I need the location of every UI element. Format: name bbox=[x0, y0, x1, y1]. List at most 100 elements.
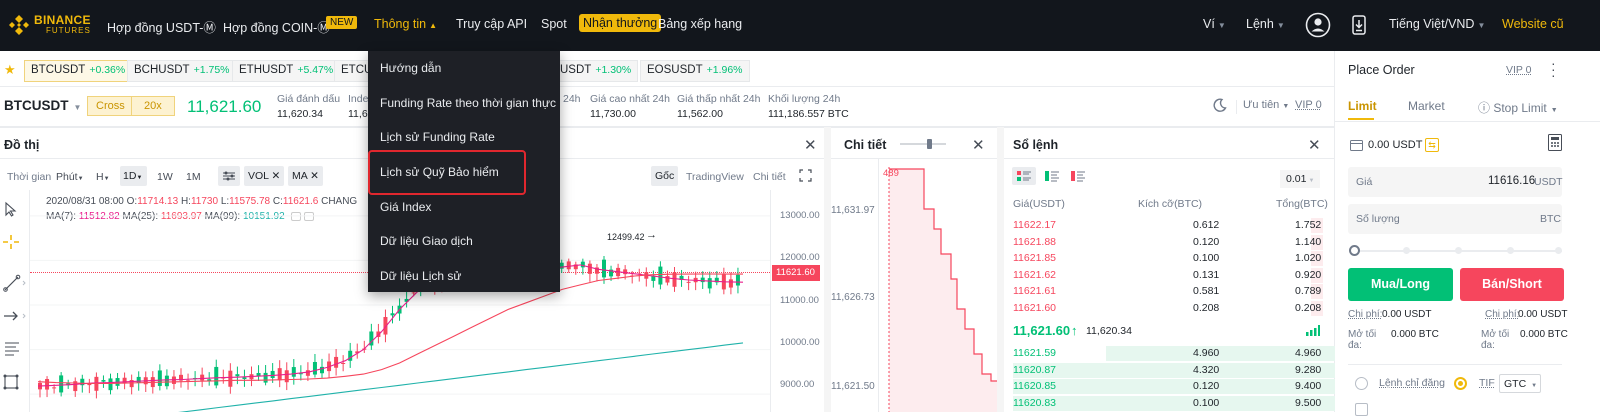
menu-item-insurance-fund-history[interactable]: Lịch sử Quỹ Bảo hiểm bbox=[380, 165, 499, 179]
slider-step-dot[interactable] bbox=[1455, 247, 1462, 254]
eye-icon[interactable] bbox=[291, 211, 302, 221]
ask-row[interactable]: 11621.85 0.100 1.020 bbox=[1013, 251, 1323, 267]
orderbook-view-asks-button[interactable] bbox=[1066, 167, 1090, 185]
close-icon[interactable]: ✕ bbox=[1308, 137, 1321, 154]
ticker-ethusdt[interactable]: ETHUSDT +5.47% bbox=[232, 60, 341, 82]
nav-api-access[interactable]: Truy cập API bbox=[456, 17, 528, 31]
vip-level-link[interactable]: VIP 0 bbox=[1506, 64, 1532, 76]
price-input[interactable]: Giá 11616.16 USDT bbox=[1348, 167, 1563, 197]
tab-limit[interactable]: Limit bbox=[1348, 99, 1377, 113]
ask-row[interactable]: 11621.62 0.131 0.920 bbox=[1013, 267, 1323, 284]
orderbook-view-both-button[interactable] bbox=[1012, 167, 1036, 185]
candle bbox=[207, 372, 212, 386]
fib-levels-tool-icon[interactable] bbox=[3, 340, 21, 358]
margin-mode-button[interactable]: Cross bbox=[87, 96, 134, 116]
interval-1d-button[interactable]: 1D▼ bbox=[120, 166, 147, 186]
bid-row[interactable]: 11621.59 4.960 4.960 bbox=[1013, 346, 1335, 362]
post-only-radio[interactable] bbox=[1355, 377, 1368, 390]
ask-row[interactable]: 11621.88 0.120 1.140 bbox=[1013, 234, 1323, 251]
vip-level-link[interactable]: VIP 0 bbox=[1295, 99, 1322, 111]
nav-leaderboard[interactable]: Bảng xếp hạng bbox=[658, 17, 743, 31]
close-icon[interactable]: ✕ bbox=[310, 170, 319, 182]
interval-1m-button[interactable]: 1M bbox=[186, 171, 201, 183]
ask-row[interactable]: 11622.17 0.612 1.752 bbox=[1013, 218, 1323, 234]
ticker-partial-usdt[interactable]: USDT +1.30% bbox=[558, 60, 639, 82]
candle-body bbox=[52, 387, 57, 389]
view-tradingview-button[interactable]: TradingView bbox=[686, 171, 744, 183]
interval-hour-selector[interactable]: H▼ bbox=[96, 171, 110, 183]
candle bbox=[658, 261, 663, 290]
nav-wallet[interactable]: Ví ▼ bbox=[1203, 17, 1226, 31]
symbol-selector[interactable]: BTCUSDT ▼ bbox=[4, 98, 81, 113]
menu-item-index-price[interactable]: Giá Index bbox=[380, 200, 432, 214]
ticker-bchusdt[interactable]: BCHUSDT +1.75% bbox=[127, 60, 237, 82]
nav-old-website[interactable]: Website cũ bbox=[1502, 17, 1564, 31]
download-app-icon[interactable] bbox=[1352, 15, 1366, 35]
calculator-icon[interactable] bbox=[1548, 134, 1562, 151]
fullscreen-icon[interactable] bbox=[799, 169, 812, 182]
reduce-only-checkbox[interactable] bbox=[1355, 403, 1368, 416]
buy-long-button[interactable]: Mua/Long bbox=[1348, 268, 1453, 301]
tab-market[interactable]: Market bbox=[1408, 99, 1445, 113]
close-icon[interactable]: ✕ bbox=[804, 137, 817, 154]
bid-row[interactable]: 11620.87 4.320 9.280 bbox=[1013, 362, 1335, 379]
menu-item-realtime-funding-rate[interactable]: Funding Rate theo thời gian thực bbox=[380, 96, 557, 110]
nav-rewards-button[interactable]: Nhận thưởng bbox=[579, 14, 662, 32]
nav-orders[interactable]: Lệnh ▼ bbox=[1246, 17, 1285, 31]
slider-step-dot[interactable] bbox=[1555, 247, 1562, 254]
precision-selector[interactable]: 0.01 ▼ bbox=[1280, 170, 1320, 188]
view-depth-button[interactable]: Chi tiết bbox=[753, 171, 786, 183]
menu-item-funding-rate-history[interactable]: Lịch sử Funding Rate bbox=[380, 130, 495, 144]
leverage-button[interactable]: 20x bbox=[131, 96, 175, 116]
transfer-icon[interactable]: ⇆ bbox=[1425, 138, 1439, 152]
trend-line-tool-icon[interactable] bbox=[3, 274, 27, 292]
vol-indicator-chip[interactable]: VOL ✕ bbox=[244, 166, 285, 186]
slider-step-dot[interactable] bbox=[1507, 247, 1514, 254]
dark-mode-moon-icon[interactable] bbox=[1212, 98, 1227, 113]
priority-selector[interactable]: Ưu tiên ▼ bbox=[1243, 99, 1289, 111]
user-account-icon[interactable] bbox=[1305, 12, 1331, 38]
sell-short-button[interactable]: Bán/Short bbox=[1460, 268, 1564, 301]
more-options-icon[interactable]: · · · bbox=[1551, 55, 1556, 83]
quantity-input[interactable]: Số lượng BTC bbox=[1348, 204, 1562, 234]
ticker-eosusdt[interactable]: EOSUSDT +1.96% bbox=[640, 60, 750, 82]
menu-item-trading-data[interactable]: Dữ liệu Giao dịch bbox=[380, 234, 473, 248]
ray-arrow-tool-icon[interactable] bbox=[3, 308, 27, 324]
binance-futures-logo[interactable]: BINANCE FUTURES bbox=[8, 13, 90, 37]
tif-selector[interactable]: GTC ▼ bbox=[1499, 374, 1541, 393]
bid-row[interactable]: 11620.83 0.100 9.500 bbox=[1013, 395, 1335, 412]
close-icon[interactable]: ✕ bbox=[271, 170, 281, 182]
ask-row[interactable]: 11621.61 0.581 0.789 bbox=[1013, 284, 1323, 300]
depth-zoom-slider[interactable] bbox=[900, 143, 946, 145]
rectangle-tool-icon[interactable] bbox=[3, 374, 19, 390]
orderbook-view-bids-button[interactable] bbox=[1040, 167, 1064, 185]
tif-radio[interactable] bbox=[1454, 377, 1467, 390]
indicator-settings-button[interactable] bbox=[218, 166, 240, 186]
nav-information[interactable]: Thông tin ▲ bbox=[374, 17, 437, 31]
ticker-etcusdt[interactable]: ETCU bbox=[334, 60, 372, 82]
crosshair-icon[interactable] bbox=[2, 234, 20, 250]
star-icon[interactable]: ★ bbox=[4, 62, 16, 77]
bid-row[interactable]: 11620.85 0.120 9.400 bbox=[1013, 379, 1335, 395]
nav-coin-futures[interactable]: Hợp đồng COIN-Ⓜ bbox=[223, 21, 330, 35]
quantity-slider-handle[interactable] bbox=[1349, 245, 1360, 256]
ticker-btcusdt[interactable]: BTCUSDT +0.36% bbox=[24, 60, 133, 82]
candle-body bbox=[411, 292, 416, 294]
ask-depth-bar bbox=[1311, 218, 1323, 233]
cursor-pointer-icon[interactable] bbox=[3, 201, 19, 217]
ma-indicator-chip[interactable]: MA ✕ bbox=[288, 166, 323, 186]
nav-spot[interactable]: Spot bbox=[541, 17, 567, 31]
gear-icon[interactable] bbox=[304, 211, 315, 221]
nav-usdt-futures[interactable]: Hợp đồng USDT-Ⓜ bbox=[107, 21, 216, 35]
interval-minute-selector[interactable]: Phút▼ bbox=[56, 171, 84, 183]
ask-row[interactable]: 11621.60 0.208 0.208 bbox=[1013, 300, 1323, 317]
depth-zoom-handle[interactable] bbox=[927, 139, 932, 149]
interval-1w-button[interactable]: 1W bbox=[157, 171, 173, 183]
menu-item-guide[interactable]: Hướng dẫn bbox=[380, 61, 442, 75]
tab-stop-limit[interactable]: ⓘ Stop Limit ▼ bbox=[1478, 99, 1558, 116]
slider-step-dot[interactable] bbox=[1403, 247, 1410, 254]
menu-item-historical-data[interactable]: Dữ liệu Lịch sử bbox=[380, 269, 462, 283]
close-icon[interactable]: ✕ bbox=[972, 137, 985, 154]
nav-language-currency[interactable]: Tiếng Việt/VND ▼ bbox=[1389, 17, 1485, 31]
view-original-button[interactable]: Gốc bbox=[651, 166, 679, 186]
